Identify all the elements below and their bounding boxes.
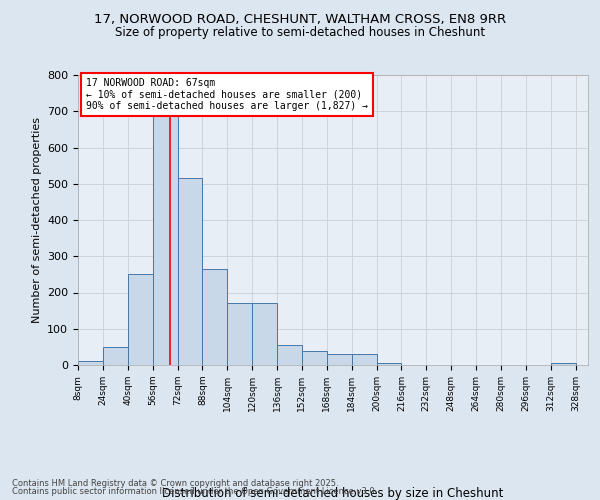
Bar	[302, 350, 327, 365]
Text: 17 NORWOOD ROAD: 67sqm
← 10% of semi-detached houses are smaller (200)
90% of se: 17 NORWOOD ROAD: 67sqm ← 10% of semi-det…	[86, 78, 368, 111]
Text: 17, NORWOOD ROAD, CHESHUNT, WALTHAM CROSS, EN8 9RR: 17, NORWOOD ROAD, CHESHUNT, WALTHAM CROS…	[94, 12, 506, 26]
Bar	[128, 274, 152, 365]
Text: Contains public sector information licensed under the Open Government Licence v3: Contains public sector information licen…	[12, 487, 377, 496]
Bar	[352, 354, 377, 365]
Bar	[78, 362, 103, 365]
Bar	[227, 304, 252, 365]
Y-axis label: Number of semi-detached properties: Number of semi-detached properties	[32, 117, 41, 323]
Bar	[327, 354, 352, 365]
X-axis label: Distribution of semi-detached houses by size in Cheshunt: Distribution of semi-detached houses by …	[163, 488, 503, 500]
Bar	[377, 363, 401, 365]
Bar	[551, 363, 575, 365]
Bar	[178, 178, 202, 365]
Bar	[277, 345, 302, 365]
Text: Size of property relative to semi-detached houses in Cheshunt: Size of property relative to semi-detach…	[115, 26, 485, 39]
Bar	[252, 304, 277, 365]
Bar	[152, 95, 178, 365]
Bar	[202, 269, 227, 365]
Bar	[103, 347, 128, 365]
Text: Contains HM Land Registry data © Crown copyright and database right 2025.: Contains HM Land Registry data © Crown c…	[12, 478, 338, 488]
